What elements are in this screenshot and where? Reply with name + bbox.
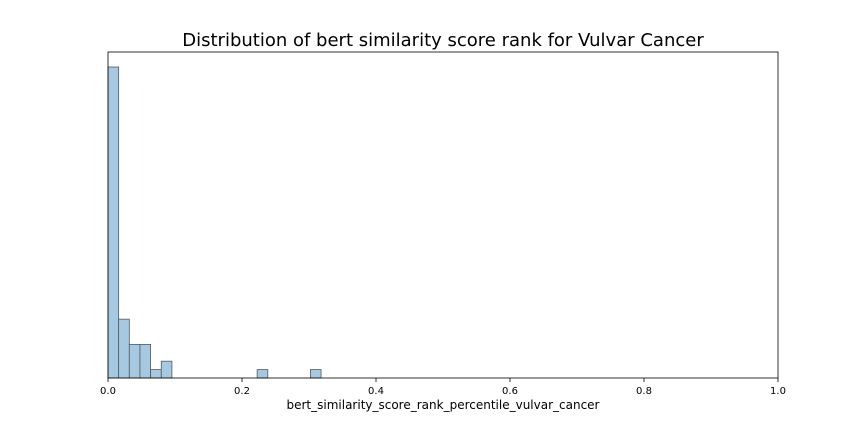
histogram-bar (310, 369, 322, 379)
plot-frame (107, 51, 779, 379)
x-tick-label: 0.2 (234, 386, 250, 397)
x-tick-label: 1.0 (770, 386, 786, 397)
x-tick-label: 0.0 (100, 386, 116, 397)
x-axis-ticks: 0.0 0.2 0.4 0.6 0.8 1.0 (100, 378, 786, 397)
histogram-bar (256, 369, 269, 379)
x-tick-label: 0.6 (502, 386, 518, 397)
x-tick-label: 0.8 (636, 386, 652, 397)
histogram-bar (150, 369, 162, 379)
histogram-bar (107, 66, 120, 379)
chart-title: Distribution of bert similarity score ra… (182, 30, 704, 51)
bars-layer (107, 66, 322, 379)
x-axis-label: bert_similarity_score_rank_percentile_vu… (286, 398, 599, 412)
histogram-bar (128, 343, 141, 379)
x-tick-label: 0.4 (368, 386, 384, 397)
histogram-bar (160, 360, 173, 379)
histogram-bar (139, 343, 152, 379)
histogram-bar (118, 318, 130, 379)
